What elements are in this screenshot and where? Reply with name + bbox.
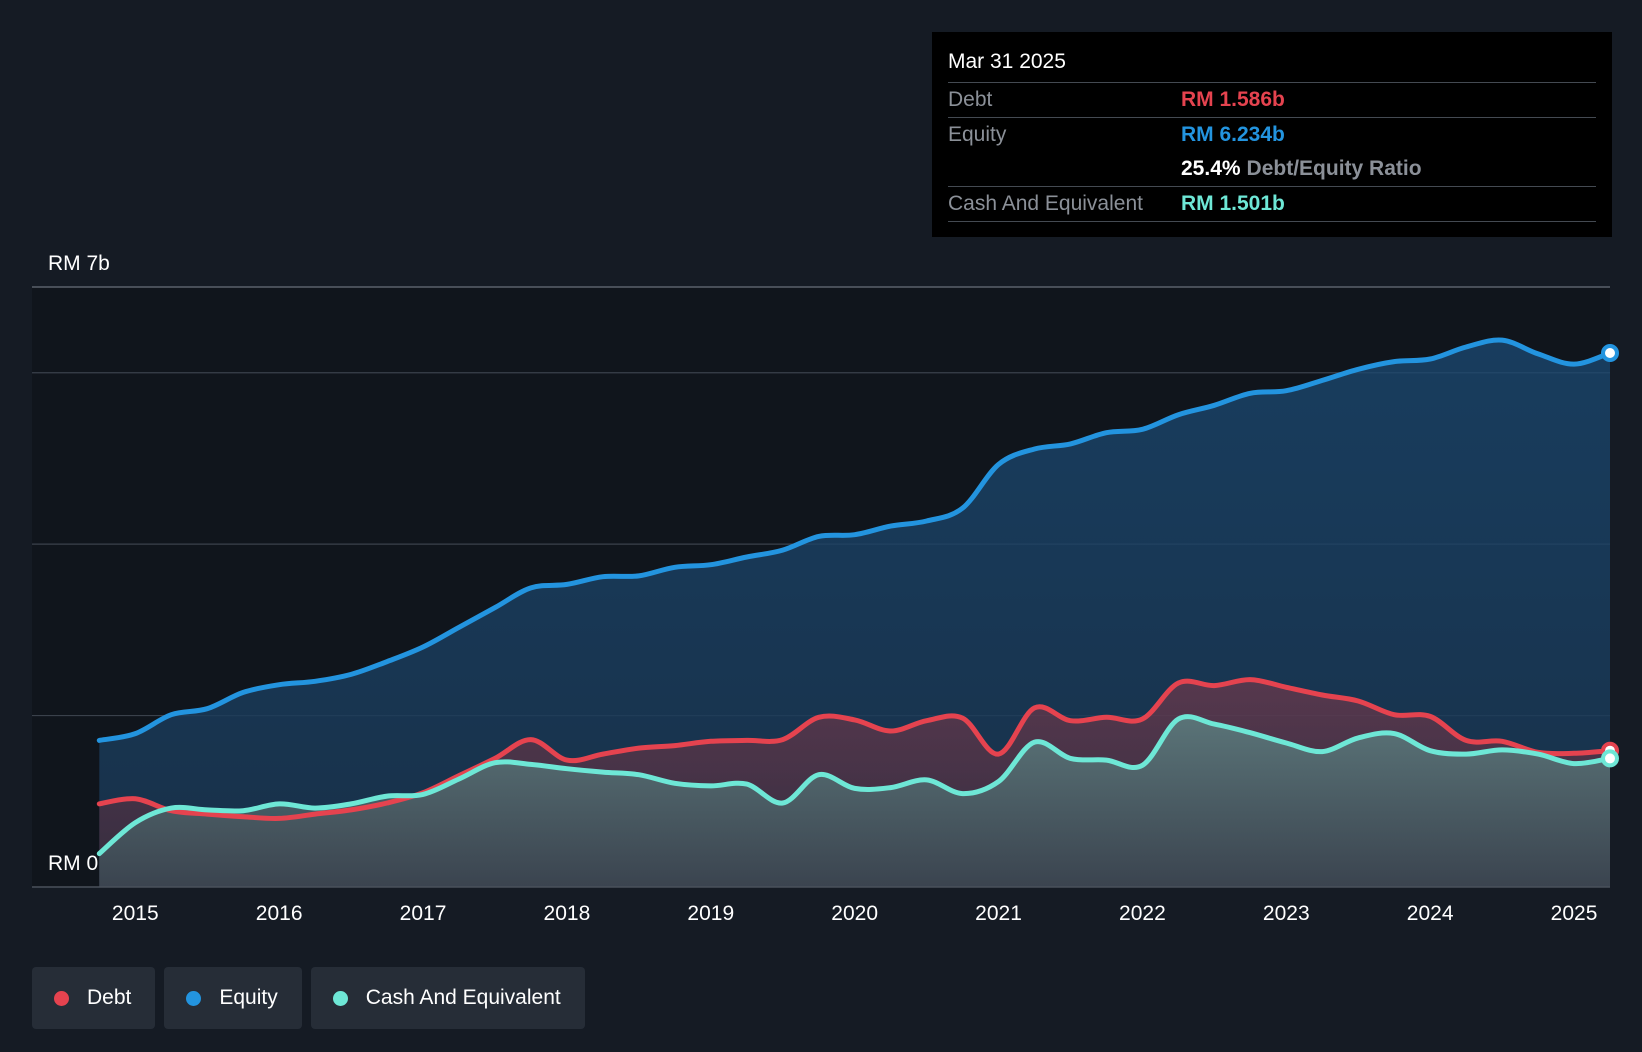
tooltip-debt-value: RM 1.586b bbox=[1181, 88, 1285, 111]
cash-end-marker bbox=[1601, 749, 1619, 768]
legend-dot-equity-icon bbox=[186, 990, 202, 1006]
x-tick-label: 2020 bbox=[831, 902, 878, 925]
y-tick-label-bottom: RM 0 bbox=[48, 852, 98, 875]
x-tick-label: 2025 bbox=[1551, 902, 1598, 925]
tooltip-ratio-spacer bbox=[948, 152, 1181, 186]
debt-line bbox=[96, 677, 1613, 821]
equity-end-marker bbox=[1601, 344, 1619, 362]
tooltip-equity-row: Equity RM 6.234b bbox=[948, 118, 1596, 152]
x-tick-label: 2023 bbox=[1263, 902, 1310, 925]
legend-label-equity: Equity bbox=[219, 986, 278, 1009]
x-tick-label: 2022 bbox=[1119, 902, 1166, 925]
x-tick-label: 2021 bbox=[975, 902, 1022, 925]
y-tick-label-top: RM 7b bbox=[48, 252, 110, 275]
tooltip-equity-value: RM 6.234b bbox=[1181, 123, 1285, 146]
legend-dot-debt-icon bbox=[54, 990, 69, 1006]
x-tick-label: 2024 bbox=[1407, 902, 1454, 925]
legend-label-cash: Cash And Equivalent bbox=[365, 986, 561, 1009]
equity-line bbox=[96, 337, 1613, 743]
tooltip-cash-row: Cash And Equivalent RM 1.501b bbox=[948, 187, 1596, 222]
tooltip-ratio-label: Debt/Equity Ratio bbox=[1246, 157, 1422, 180]
x-tick-label: 2015 bbox=[112, 902, 159, 925]
cash-line bbox=[96, 714, 1613, 857]
legend: Debt Equity Cash And Equivalent bbox=[32, 967, 585, 1029]
tooltip-cash-value: RM 1.501b bbox=[1181, 192, 1285, 215]
tooltip-panel: Mar 31 2025 Debt RM 1.586b Equity RM 6.2… bbox=[932, 32, 1612, 237]
tooltip-ratio-row: 25.4% Debt/Equity Ratio bbox=[948, 152, 1596, 187]
legend-item-debt[interactable]: Debt bbox=[32, 967, 156, 1029]
tooltip-cash-label: Cash And Equivalent bbox=[948, 192, 1143, 215]
x-axis-ticks: 2015 2016 2017 2018 2019 2020 2021 2022 2023 2024… bbox=[112, 902, 1597, 925]
tooltip-equity-label: Equity bbox=[948, 123, 1007, 146]
cash-area bbox=[99, 716, 1610, 887]
tooltip-debt-row: Debt RM 1.586b bbox=[948, 83, 1596, 118]
legend-item-cash[interactable]: Cash And Equivalent bbox=[310, 967, 585, 1029]
x-tick-label: 2018 bbox=[544, 902, 591, 925]
tooltip-debt-label: Debt bbox=[948, 88, 993, 111]
x-tick-label: 2016 bbox=[256, 902, 303, 925]
tooltip-ratio-value: 25.4% bbox=[1181, 157, 1241, 180]
x-tick-label: 2019 bbox=[687, 902, 734, 925]
legend-label-debt: Debt bbox=[87, 986, 132, 1009]
tooltip-date: Mar 31 2025 bbox=[948, 46, 1596, 83]
legend-item-equity[interactable]: Equity bbox=[164, 967, 302, 1029]
legend-dot-cash-icon bbox=[332, 990, 348, 1006]
x-tick-label: 2017 bbox=[400, 902, 447, 925]
